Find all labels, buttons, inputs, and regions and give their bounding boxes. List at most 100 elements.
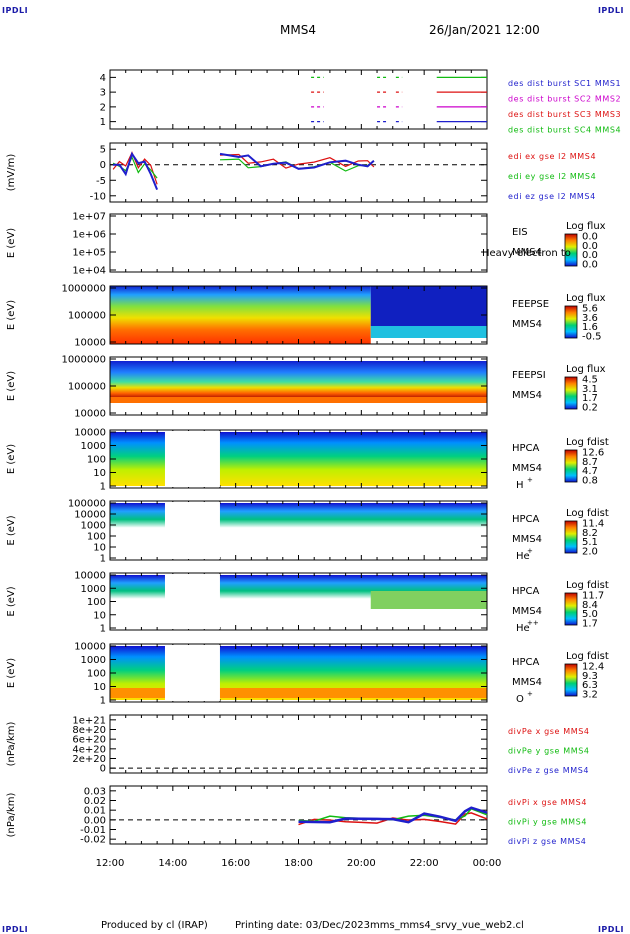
hpca-o-panel-ytick-label: 1	[100, 696, 106, 707]
hpca-he2-panel-species: He	[516, 623, 530, 634]
divpi-panel-ytick-label: -0.02	[80, 835, 106, 846]
divpe-legend-label: divPe x gse MMS4	[508, 727, 590, 736]
hpca-he2-panel-charge: ++	[527, 619, 539, 627]
edi-panel-ytick-label: -5	[96, 176, 106, 187]
hpca-he1-panel-ylabel: E (eV)	[6, 515, 17, 545]
feepsi-panel-ytick-label: 100000	[68, 382, 106, 393]
divpi-legend-label: divPi y gse MMS4	[508, 818, 587, 827]
feepsi-panel-colorbar	[564, 376, 578, 410]
feepse-panel-instrument: FEEPSE	[512, 299, 549, 310]
eis-panel-colorbar-tick: 0.0	[582, 241, 598, 252]
feepsi-panel-ytick-label: 1000000	[61, 355, 106, 366]
feepsi-panel-ytick-label: 10000	[74, 409, 106, 420]
edi-legend-label: edi ey gse l2 MMS4	[508, 172, 596, 181]
hpca-he2-panel-colorbar-tick: 8.4	[582, 600, 598, 611]
hpca-he1-panel-ytick-label: 10000	[74, 510, 106, 521]
eis-panel-frame	[109, 213, 488, 273]
hpca-h-panel-ytick-label: 10000	[74, 428, 106, 439]
hpca-o-panel-ytick-label: 10000	[74, 642, 106, 653]
feepse-panel-ytick-label: 1000000	[61, 284, 106, 295]
edi-panel-ytick-label: 5	[100, 145, 106, 156]
divpe-panel-frame	[109, 714, 488, 774]
hpca-h-panel-colorbar-tick: 0.8	[582, 476, 598, 487]
time-axis-label: 22:00	[410, 858, 439, 869]
hpca-o-panel-colorbar	[564, 663, 578, 697]
hpca-he2-panel-ylabel: E (eV)	[6, 586, 17, 616]
feepse-panel-colorbar-tick: 3.6	[582, 313, 598, 324]
edi-legend-label: edi ez gse l2 MMS4	[508, 192, 596, 201]
time-axis-label: 12:00	[96, 858, 125, 869]
hpca-he1-panel-ytick-label: 1	[100, 554, 106, 565]
burst-panel-ytick-label: 2	[100, 102, 106, 113]
divpe-panel-ytick-label: 2e+20	[72, 754, 106, 765]
feepse-spectrogram	[110, 286, 371, 344]
feepse-panel-ytick-label: 100000	[68, 311, 106, 322]
edi-panel-ytick-label: -10	[90, 191, 106, 202]
edi-panel-ylabel: (mV/m)	[6, 154, 17, 192]
hpca-he2-panel-ytick-label: 1	[100, 624, 106, 635]
divpi-panel-ytick-label: 0.00	[84, 815, 106, 826]
divpe-legend-label: divPe y gse MMS4	[508, 747, 590, 756]
hpca-he2-panel-instrument: HPCA	[512, 586, 540, 597]
hpca-he2-panel-colorbar-tick: 5.0	[582, 609, 598, 620]
hpca-he1-panel-colorbar-tick: 8.2	[582, 528, 598, 539]
hpca-o-panel-colorbar-tick: 6.3	[582, 680, 598, 691]
divpe-panel-ytick-label: 8e+20	[72, 725, 106, 736]
hpca-h-panel-instrument: HPCA	[512, 443, 540, 454]
divpe-panel-ytick-label: 0	[100, 764, 106, 775]
burst-panel-ytick-label: 3	[100, 88, 106, 99]
divpi-trace	[298, 807, 488, 822]
spacecraft-title: MMS4	[280, 23, 316, 37]
footer-script: mms_mms4_srvy_vue_web2.cl	[370, 920, 524, 931]
hpca-h-panel-colorbar-title: Log fdist	[566, 437, 609, 448]
eis-panel-ytick-label: 1e+04	[72, 266, 106, 277]
hpca-he1-panel-colorbar	[564, 520, 578, 554]
feepse-panel-colorbar-tick: 5.6	[582, 304, 598, 315]
corner-label: IPDLI	[2, 925, 29, 934]
hpca-he2-panel-ytick-label: 10000	[74, 571, 106, 582]
hpca-he1-panel-ytick-label: 100000	[68, 499, 106, 510]
feepse-panel-spacecraft: MMS4	[512, 319, 542, 330]
hpca-h-panel-data-gap	[164, 431, 220, 487]
feepsi-panel-colorbar-title: Log flux	[566, 364, 606, 375]
hpca-he1-panel-colorbar-tick: 11.4	[582, 519, 604, 530]
divpi-panel-ytick-label: -0.01	[80, 825, 106, 836]
hpca-he2-panel-ytick-label: 10	[93, 610, 106, 621]
divpe-panel-ytick-label: 4e+20	[72, 744, 106, 755]
eis-panel-spacecraft: MMS4	[512, 247, 542, 258]
burst-panel-ytick-label: 1	[100, 117, 106, 128]
divpi-panel-ylabel: (nPa/km)	[6, 793, 17, 838]
feepsi-panel-colorbar-tick: 4.5	[582, 375, 598, 386]
hpca-o-panel-colorbar-title: Log fdist	[566, 651, 609, 662]
eis-panel-ytick-label: 1e+07	[72, 212, 106, 223]
feepsi-panel-spacecraft: MMS4	[512, 390, 542, 401]
hpca-o-panel-colorbar-tick: 3.2	[582, 690, 598, 701]
feepse-panel-colorbar-tick: 1.6	[582, 322, 598, 333]
feepse-panel-ytick-label: 10000	[74, 338, 106, 349]
hpca-he1-panel-instrument: HPCA	[512, 514, 540, 525]
hpca-h-panel-colorbar-tick: 4.7	[582, 466, 598, 477]
hpca-he2-panel-colorbar-title: Log fdist	[566, 580, 609, 591]
hpca-he1-panel-colorbar-tick: 5.1	[582, 537, 598, 548]
edi-trace	[113, 151, 375, 190]
edi-panel-ytick-label: 0	[100, 160, 106, 171]
footer-produced-by: Produced by cl (IRAP)	[101, 920, 208, 931]
hpca-h-panel-ytick-label: 1	[100, 482, 106, 493]
time-axis-label: 16:00	[221, 858, 250, 869]
burst-legend-label: des dist burst SC1 MMS1	[508, 79, 621, 88]
footer-printing-date: Printing date: 03/Dec/2023	[235, 920, 371, 931]
divpi-legend-label: divPi z gse MMS4	[508, 837, 586, 846]
burst-legend-label: des dist burst SC4 MMS4	[508, 126, 621, 135]
divpe-panel-ylabel: (nPa/km)	[6, 722, 17, 767]
hpca-he2-panel-colorbar-tick: 1.7	[582, 619, 598, 630]
burst-legend-label: des dist burst SC2 MMS2	[508, 95, 621, 104]
hpca-he1-panel-ytick-label: 1000	[81, 521, 106, 532]
hpca-he2-panel-data-gap	[164, 574, 220, 629]
hpca-o-panel-ytick-label: 1000	[81, 655, 106, 666]
hpca-he1-panel-charge: +	[527, 547, 533, 555]
hpca-o-panel-species: O	[516, 694, 524, 705]
feepsi-panel-colorbar-tick: 1.7	[582, 393, 598, 404]
hpca-h-panel-species: H	[516, 480, 524, 491]
hpca-he2-panel-colorbar	[564, 592, 578, 626]
hpca-o-panel-data-gap	[164, 645, 220, 701]
